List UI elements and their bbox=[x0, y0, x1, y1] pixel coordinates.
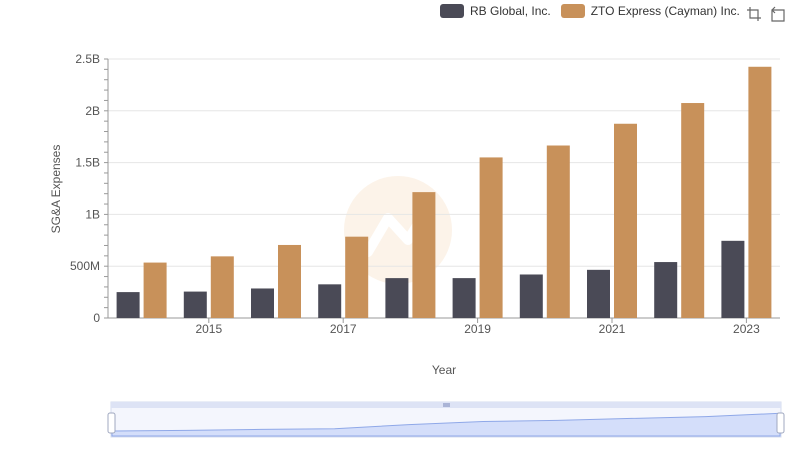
bar-zto-2020[interactable] bbox=[546, 145, 570, 318]
bar-zto-2016[interactable] bbox=[278, 244, 301, 318]
y-tick-label: 1.5B bbox=[75, 156, 100, 170]
bar-rb-global-2016[interactable] bbox=[251, 288, 274, 318]
bar-zto-2018[interactable] bbox=[412, 192, 436, 318]
navigator-left-handle[interactable] bbox=[107, 412, 116, 434]
legend-swatch-zto bbox=[560, 4, 585, 18]
legend-label-zto: ZTO Express (Cayman) Inc. bbox=[590, 4, 740, 18]
bar-rb-global-2014[interactable] bbox=[116, 292, 140, 318]
bar-zto-2022[interactable] bbox=[681, 103, 705, 318]
x-tick-label: 2021 bbox=[599, 322, 626, 336]
y-tick-label: 500M bbox=[70, 259, 100, 273]
y-tick-label: 2B bbox=[85, 104, 100, 118]
legend-item-zto[interactable]: ZTO Express (Cayman) Inc. bbox=[560, 4, 740, 18]
zoom-reset-icon[interactable] bbox=[770, 6, 786, 22]
x-axis: 2015 2017 2019 2021 2023 bbox=[108, 317, 780, 336]
bar-rb-global-2020[interactable] bbox=[519, 274, 543, 318]
bar-rb-global-2019[interactable] bbox=[452, 278, 476, 318]
navigator-right-handle[interactable] bbox=[776, 412, 785, 434]
legend-item-rb-global[interactable]: RB Global, Inc. bbox=[440, 4, 551, 18]
range-navigator[interactable] bbox=[107, 401, 785, 438]
bar-zto-2019[interactable] bbox=[479, 157, 503, 318]
y-tick-label: 2.5B bbox=[75, 52, 100, 66]
bar-rb-global-2015[interactable] bbox=[183, 291, 207, 318]
bar-zto-2017[interactable] bbox=[345, 236, 369, 318]
x-tick-label: 2017 bbox=[330, 322, 357, 336]
bar-rb-global-2018[interactable] bbox=[385, 278, 409, 318]
chart-toolbar bbox=[746, 6, 786, 22]
zoom-select-icon[interactable] bbox=[746, 6, 762, 22]
bar-rb-global-2023[interactable] bbox=[721, 240, 745, 318]
x-axis-title: Year bbox=[432, 363, 456, 377]
bar-rb-global-2022[interactable] bbox=[654, 262, 678, 318]
bar-rb-global-2017[interactable] bbox=[318, 284, 342, 318]
bar-zto-2023[interactable] bbox=[748, 66, 772, 319]
y-tick-label: 0 bbox=[93, 311, 100, 325]
x-tick-label: 2023 bbox=[733, 322, 760, 336]
y-tick-label: 1B bbox=[85, 207, 100, 221]
navigator-grip-icon[interactable] bbox=[443, 403, 450, 407]
bars bbox=[116, 66, 772, 319]
legend: RB Global, Inc. ZTO Express (Cayman) Inc… bbox=[440, 4, 740, 18]
y-axis: 0 500M 1B 1.5B 2B 2.5B bbox=[70, 52, 109, 325]
x-tick-label: 2019 bbox=[464, 322, 491, 336]
legend-swatch-rb-global bbox=[440, 4, 464, 18]
y-axis-title: SG&A Expenses bbox=[49, 145, 63, 234]
bar-zto-2021[interactable] bbox=[614, 123, 637, 318]
bar-zto-2015[interactable] bbox=[210, 256, 234, 318]
bar-rb-global-2021[interactable] bbox=[587, 269, 610, 318]
x-tick-label: 2015 bbox=[195, 322, 222, 336]
legend-label-rb-global: RB Global, Inc. bbox=[470, 4, 551, 18]
bar-zto-2014[interactable] bbox=[143, 262, 167, 318]
